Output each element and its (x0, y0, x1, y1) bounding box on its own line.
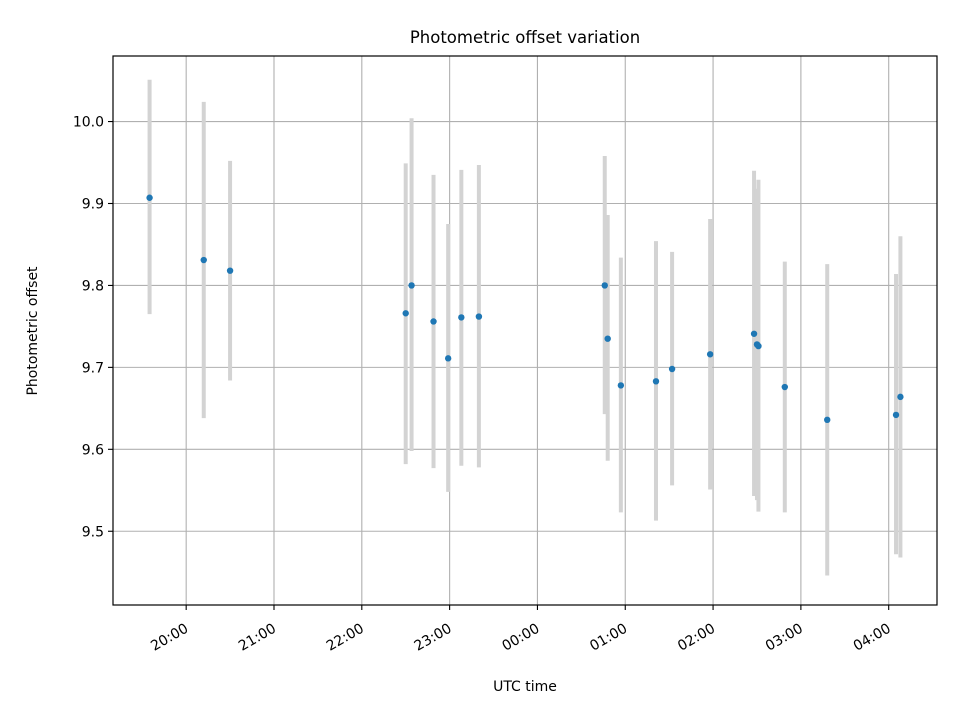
data-point (458, 314, 465, 321)
data-point (200, 256, 207, 264)
y-tick-label: 9.7 (82, 360, 104, 376)
data-point (668, 365, 676, 373)
chart-title: Photometric offset variation (410, 28, 640, 47)
grid-lines (113, 56, 937, 605)
y-tick-label: 10.0 (73, 115, 104, 131)
data-point (892, 411, 900, 419)
data-point (617, 382, 625, 389)
y-axis-ticks: 9.5 9.6 9.7 9.8 9.9 10.0 (73, 115, 113, 540)
data-point (408, 282, 415, 289)
data-point (402, 310, 409, 317)
data-point (750, 330, 758, 337)
data-point (475, 313, 483, 320)
plot-frame (112, 55, 938, 606)
data-point (897, 393, 904, 401)
data-point (706, 351, 714, 358)
y-axis-label: Photometric offset (25, 266, 41, 396)
y-tick-label: 9.8 (82, 278, 104, 294)
data-points (146, 194, 904, 424)
data-point (444, 355, 452, 362)
data-point (604, 335, 611, 342)
y-tick-label: 9.6 (82, 442, 104, 458)
data-point (781, 383, 788, 391)
x-axis-label: UTC time (493, 679, 557, 695)
data-point (824, 416, 831, 424)
data-point (226, 267, 234, 274)
data-point (755, 342, 762, 350)
data-point (430, 318, 437, 325)
data-point (652, 378, 660, 385)
y-tick-label: 9.9 (82, 196, 104, 212)
data-point (601, 282, 608, 289)
data-point (146, 194, 153, 201)
y-tick-label: 9.5 (82, 524, 104, 540)
